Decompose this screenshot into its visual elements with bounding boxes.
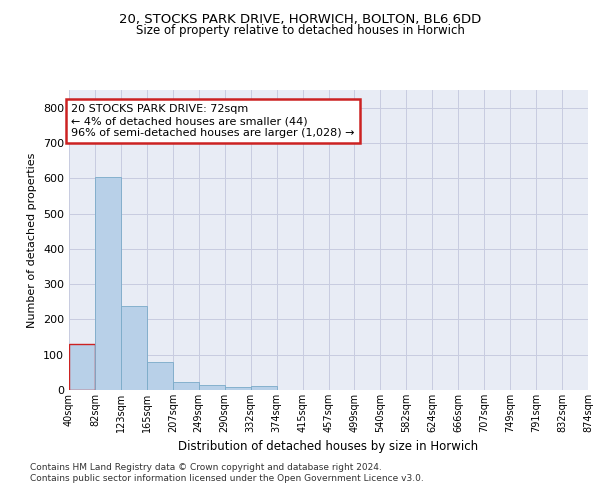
Text: 20 STOCKS PARK DRIVE: 72sqm
← 4% of detached houses are smaller (44)
96% of semi: 20 STOCKS PARK DRIVE: 72sqm ← 4% of deta…: [71, 104, 355, 138]
Text: Contains public sector information licensed under the Open Government Licence v3: Contains public sector information licen…: [30, 474, 424, 483]
Text: Size of property relative to detached houses in Horwich: Size of property relative to detached ho…: [136, 24, 464, 37]
Bar: [147, 362, 173, 390]
Bar: [173, 382, 199, 390]
Bar: [121, 306, 147, 390]
Bar: [95, 177, 121, 390]
Bar: [225, 387, 251, 390]
Bar: [69, 344, 95, 390]
Text: Contains HM Land Registry data © Crown copyright and database right 2024.: Contains HM Land Registry data © Crown c…: [30, 462, 382, 471]
Text: 20, STOCKS PARK DRIVE, HORWICH, BOLTON, BL6 6DD: 20, STOCKS PARK DRIVE, HORWICH, BOLTON, …: [119, 12, 481, 26]
X-axis label: Distribution of detached houses by size in Horwich: Distribution of detached houses by size …: [178, 440, 479, 454]
Bar: [251, 386, 277, 390]
Bar: [199, 386, 224, 390]
Y-axis label: Number of detached properties: Number of detached properties: [28, 152, 37, 328]
